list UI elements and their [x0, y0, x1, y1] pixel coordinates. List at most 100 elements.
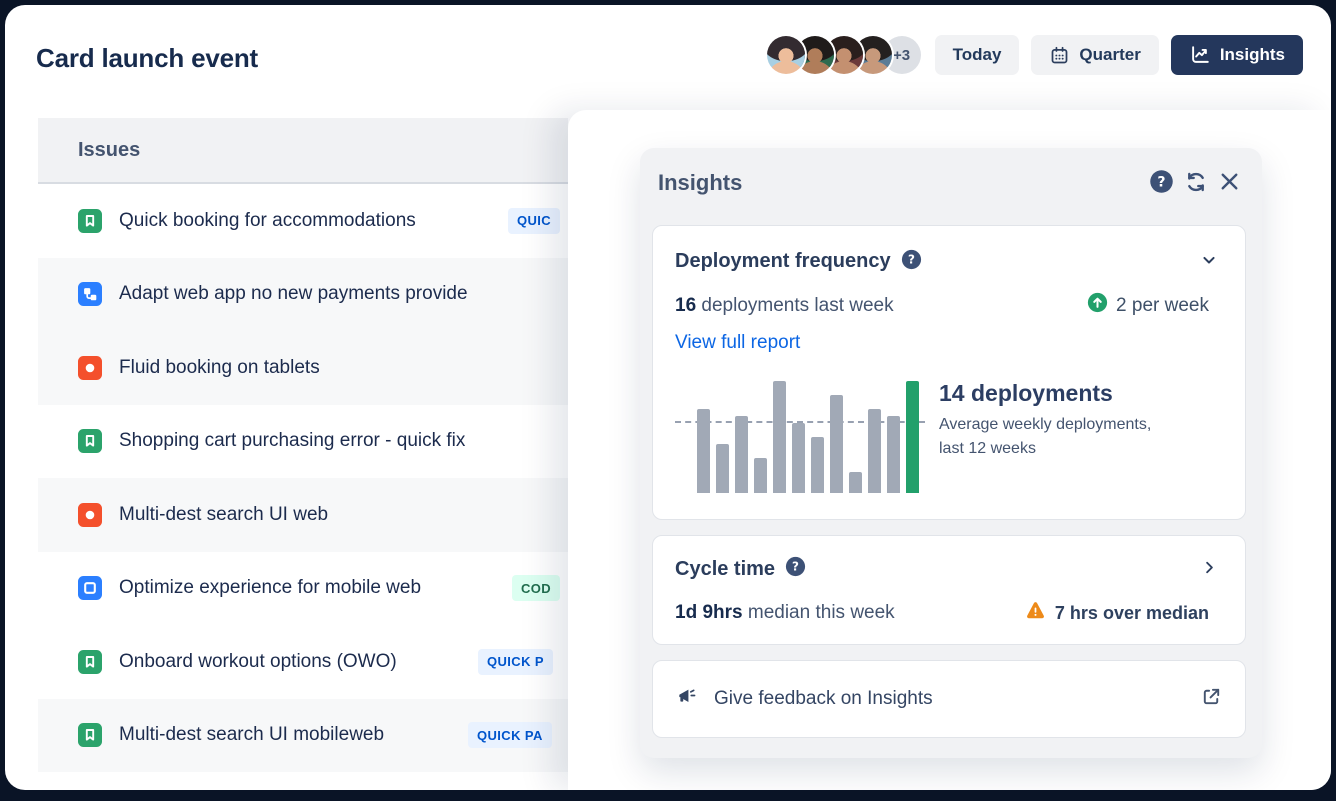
help-button[interactable]: ?: [1144, 164, 1179, 202]
chart-bars: [697, 381, 919, 493]
issue-row[interactable]: Adapt web app no new payments provide: [38, 257, 568, 331]
feedback-label: Give feedback on Insights: [714, 688, 933, 709]
toolbar: +3 Today Quarter: [766, 34, 1303, 76]
chart-annotation-title: 14 deployments: [939, 380, 1113, 406]
issue-row[interactable]: Onboard workout options (OWO) QUICK P: [38, 625, 568, 699]
quarter-button-label: Quarter: [1079, 45, 1141, 64]
deployment-frequency-card: Deployment frequency ?: [652, 225, 1246, 520]
story-icon: [78, 723, 102, 748]
megaphone-icon: [675, 685, 698, 713]
refresh-button[interactable]: [1179, 165, 1213, 202]
feedback-card[interactable]: Give feedback on Insights: [652, 660, 1246, 738]
story-icon: [78, 429, 102, 454]
insights-panel: Insights ?: [640, 148, 1262, 758]
chevron-right-icon: [1200, 558, 1219, 580]
bug-icon: [78, 502, 102, 527]
insights-panel-header: Insights ?: [640, 148, 1262, 210]
insights-overlay-backdrop: Insights ?: [568, 110, 1331, 790]
issues-table-header: Issues: [38, 118, 568, 184]
chevron-down-icon: [1199, 250, 1219, 273]
insights-panel-title: Insights: [658, 170, 743, 195]
cycle-stat-value: 1d 9hrs: [675, 602, 743, 623]
deployment-trend-label: 2 per week: [1116, 294, 1209, 316]
close-button[interactable]: [1213, 165, 1246, 201]
open-cycle-time-button[interactable]: [1196, 554, 1223, 584]
bar-week: [811, 437, 824, 493]
avatar-overflow-badge[interactable]: +3: [882, 36, 921, 74]
deployment-frequency-title: Deployment frequency: [675, 250, 891, 272]
issue-title: Fluid booking on tablets: [119, 356, 320, 378]
issues-rows: Quick booking for accommodations QUIC Adap…: [38, 184, 568, 772]
deployment-stat-value: 16: [675, 294, 697, 316]
issue-badge: QUICK P: [478, 648, 553, 675]
collapse-deployment-button[interactable]: [1195, 246, 1223, 277]
bar-week: [792, 423, 805, 493]
page-title: Card launch event: [36, 43, 258, 73]
issue-row[interactable]: Multi-dest search UI web: [38, 478, 568, 552]
deployment-stat: 16 deployments last week: [675, 295, 1087, 317]
avatar[interactable]: [766, 36, 805, 74]
help-circle-icon: ?: [1148, 168, 1175, 198]
issue-row[interactable]: Multi-dest search UI mobileweb QUICK PA: [38, 698, 568, 772]
deployment-trend: 2 per week: [1087, 292, 1209, 319]
bar-week: [735, 416, 748, 493]
bug-icon: [78, 355, 102, 380]
cycle-warning: 7 hrs over median: [1025, 600, 1209, 626]
cycle-time-title: Cycle time: [675, 557, 776, 580]
svg-text:?: ?: [1157, 174, 1165, 190]
bar-week: [868, 409, 881, 493]
bar-week: [773, 381, 786, 493]
bar-week: [754, 458, 767, 493]
bar-current-week: [906, 381, 919, 493]
svg-text:?: ?: [792, 560, 799, 574]
cycle-stat-label: median this week: [742, 602, 895, 623]
issue-title: Quick booking for accommodations: [119, 209, 416, 231]
story-icon: [78, 208, 102, 233]
issue-badge: QUIC: [508, 207, 561, 234]
svg-text:?: ?: [908, 252, 915, 266]
subtask-icon: [78, 282, 102, 307]
external-link-icon[interactable]: [1200, 685, 1223, 713]
issues-header-label: Issues: [78, 138, 141, 161]
issue-row[interactable]: Shopping cart purchasing error - quick f…: [38, 404, 568, 478]
issue-title: Onboard workout options (OWO): [119, 650, 397, 672]
bar-week: [697, 409, 710, 493]
refresh-icon: [1183, 169, 1209, 198]
issue-row[interactable]: Fluid booking on tablets: [38, 331, 568, 405]
cycle-stat: 1d 9hrs median this week: [675, 602, 1025, 624]
today-button-label: Today: [952, 45, 1002, 64]
issue-title: Multi-dest search UI web: [119, 503, 329, 525]
close-icon: [1217, 169, 1242, 197]
arrow-up-circle-icon: [1087, 292, 1108, 319]
issue-title: Shopping cart purchasing error - quick f…: [119, 430, 466, 452]
chart-annotation: 14 deployments Average weekly deployment…: [939, 378, 1164, 496]
issue-title: Adapt web app no new payments provide: [119, 283, 468, 305]
deployment-stat-label: deployments last week: [696, 294, 894, 316]
issue-row[interactable]: Quick booking for accommodations QUIC: [38, 184, 568, 258]
bar-week: [830, 395, 843, 493]
issues-table: Issues Quick booking for accommodations Q…: [38, 118, 568, 774]
cycle-time-card[interactable]: Cycle time ?: [652, 535, 1246, 645]
insights-button[interactable]: Insights: [1170, 35, 1303, 75]
issue-badge: QUICK PA: [468, 722, 552, 749]
deployments-bar-chart: [675, 378, 925, 496]
help-circle-icon[interactable]: ?: [784, 555, 807, 583]
view-full-report-link[interactable]: View full report: [675, 332, 801, 353]
trend-chart-icon: [1189, 44, 1211, 66]
issue-badge: COD: [512, 575, 561, 602]
help-circle-icon[interactable]: ?: [900, 248, 923, 276]
today-button[interactable]: Today: [934, 35, 1020, 75]
task-icon: [78, 576, 102, 601]
insights-button-label: Insights: [1219, 45, 1285, 64]
bar-week: [849, 472, 862, 493]
issue-row[interactable]: Optimize experience for mobile web COD: [38, 551, 568, 625]
quarter-button[interactable]: Quarter: [1031, 35, 1159, 75]
avatar-stack[interactable]: +3: [766, 36, 921, 74]
app-window: Card launch event +3 Today Quarter: [5, 5, 1331, 790]
calendar-icon: [1049, 45, 1070, 66]
issue-title: Optimize experience for mobile web: [119, 577, 422, 599]
issue-title: Multi-dest search UI mobileweb: [119, 724, 385, 746]
average-line: [675, 421, 925, 423]
bar-week: [716, 444, 729, 493]
warning-triangle-icon: [1025, 600, 1046, 626]
